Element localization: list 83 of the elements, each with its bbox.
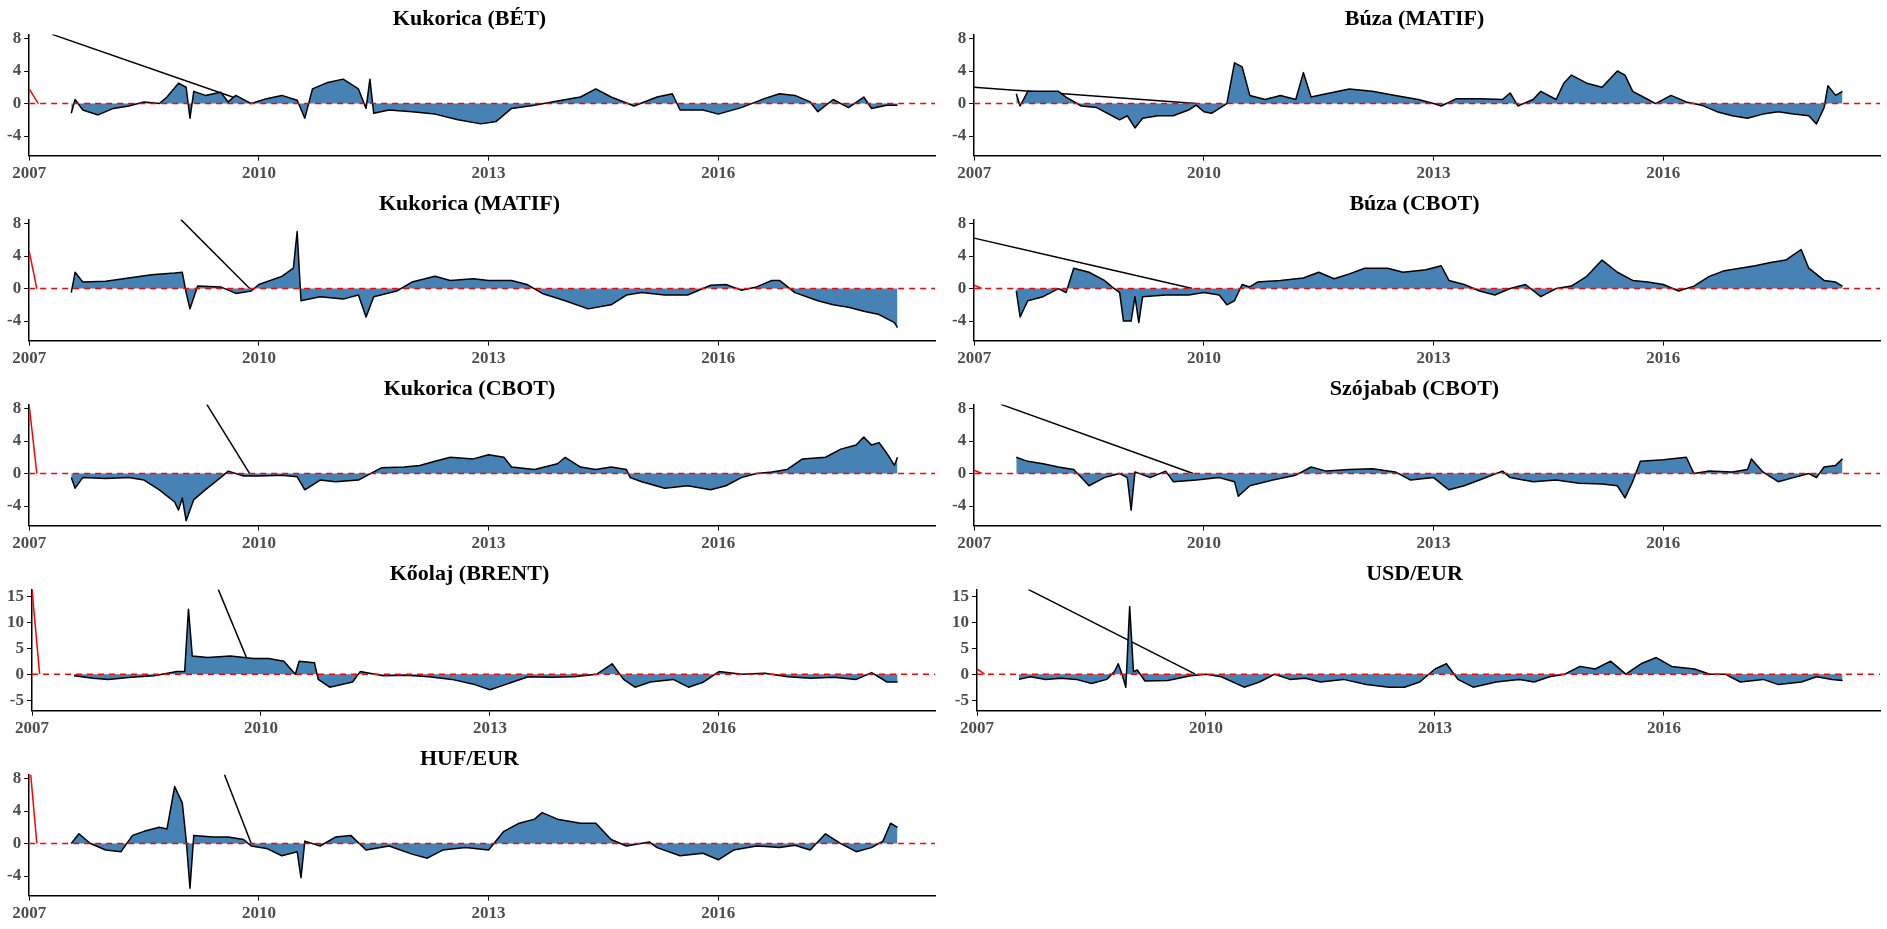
chart-title: Kukorica (CBOT) bbox=[383, 374, 556, 400]
x-tick-label: 2010 bbox=[241, 163, 276, 183]
chart-title: HUF/EUR bbox=[420, 744, 521, 770]
y-tick-label: 4 bbox=[957, 245, 967, 265]
y-tick-label: 8 bbox=[957, 212, 967, 232]
y-tick-label: 15 bbox=[952, 585, 969, 605]
x-tick-label: 2016 bbox=[701, 718, 736, 738]
x-tick-label: 2013 bbox=[471, 163, 506, 183]
y-tick-label: -4 bbox=[6, 865, 22, 885]
y-tick-label: -4 bbox=[6, 495, 22, 515]
y-tick-label: 15 bbox=[7, 585, 24, 605]
x-tick-label: 2016 bbox=[1646, 718, 1681, 738]
y-tick-label: 10 bbox=[7, 611, 24, 631]
x-tick-label: 2016 bbox=[1646, 348, 1681, 368]
y-tick-label: 0 bbox=[960, 663, 969, 683]
y-tick-label: 8 bbox=[957, 397, 967, 417]
x-tick-label: 2013 bbox=[471, 533, 506, 553]
x-tick-label: 2007 bbox=[12, 533, 47, 553]
y-tick-label: -4 bbox=[6, 125, 22, 145]
chart-title: USD/EUR bbox=[1366, 559, 1464, 585]
y-tick-label: 8 bbox=[12, 767, 22, 787]
x-tick-label: 2016 bbox=[1646, 163, 1681, 183]
y-tick-label: 4 bbox=[957, 430, 967, 450]
x-tick-label: 2013 bbox=[1416, 163, 1451, 183]
x-tick-label: 2010 bbox=[243, 718, 278, 738]
chart-title: Búza (CBOT) bbox=[1349, 189, 1480, 215]
y-tick-label: 4 bbox=[12, 60, 22, 80]
x-tick-label: 2010 bbox=[1186, 163, 1221, 183]
y-tick-label: -4 bbox=[951, 125, 967, 145]
x-tick-label: 2010 bbox=[1186, 533, 1221, 553]
y-tick-label: 0 bbox=[12, 92, 22, 112]
x-tick-label: 2007 bbox=[12, 903, 47, 923]
x-tick-label: 2007 bbox=[12, 348, 47, 368]
x-tick-label: 2013 bbox=[1416, 348, 1451, 368]
y-tick-label: 8 bbox=[957, 27, 967, 47]
x-tick-label: 2013 bbox=[471, 348, 506, 368]
y-tick-label: 8 bbox=[12, 27, 22, 47]
x-tick-label: 2010 bbox=[1186, 348, 1221, 368]
x-tick-label: 2016 bbox=[701, 533, 736, 553]
y-tick-label: 4 bbox=[12, 800, 22, 820]
y-tick-label: -5 bbox=[954, 689, 969, 709]
y-tick-label: 4 bbox=[12, 245, 22, 265]
x-tick-label: 2013 bbox=[1416, 533, 1451, 553]
x-tick-label: 2016 bbox=[1646, 533, 1681, 553]
y-tick-label: 5 bbox=[15, 637, 24, 657]
y-tick-label: 8 bbox=[12, 212, 22, 232]
x-tick-label: 2016 bbox=[701, 163, 736, 183]
chart-title: Szójabab (CBOT) bbox=[1329, 374, 1500, 400]
x-tick-label: 2013 bbox=[471, 903, 506, 923]
x-tick-label: 2010 bbox=[241, 533, 276, 553]
x-tick-label: 2016 bbox=[701, 348, 736, 368]
y-tick-label: 0 bbox=[957, 277, 967, 297]
chart-title: Kőolaj (BRENT) bbox=[389, 559, 550, 585]
y-tick-label: 0 bbox=[957, 92, 967, 112]
x-tick-label: 2010 bbox=[241, 903, 276, 923]
x-tick-label: 2007 bbox=[15, 718, 50, 738]
y-tick-label: 10 bbox=[952, 611, 969, 631]
x-tick-label: 2007 bbox=[957, 348, 992, 368]
y-tick-label: -5 bbox=[9, 689, 24, 709]
x-tick-label: 2007 bbox=[957, 533, 992, 553]
y-tick-label: -4 bbox=[951, 495, 967, 515]
x-tick-label: 2013 bbox=[472, 718, 507, 738]
y-tick-label: 0 bbox=[15, 663, 24, 683]
y-tick-label: 0 bbox=[12, 277, 22, 297]
x-tick-label: 2010 bbox=[1188, 718, 1223, 738]
y-tick-label: 0 bbox=[957, 462, 967, 482]
y-tick-label: 4 bbox=[12, 430, 22, 450]
y-tick-label: 8 bbox=[12, 397, 22, 417]
chart-title: Kukorica (BÉT) bbox=[392, 4, 547, 30]
x-tick-label: 2007 bbox=[12, 163, 47, 183]
chart-title: Búza (MATIF) bbox=[1344, 4, 1485, 30]
y-tick-label: 4 bbox=[957, 60, 967, 80]
y-tick-label: 0 bbox=[12, 462, 22, 482]
y-tick-label: -4 bbox=[6, 310, 22, 330]
chart-title: Kukorica (MATIF) bbox=[378, 189, 561, 215]
y-tick-label: 0 bbox=[12, 832, 22, 852]
y-tick-label: -4 bbox=[951, 310, 967, 330]
x-tick-label: 2007 bbox=[957, 163, 992, 183]
x-tick-label: 2007 bbox=[960, 718, 995, 738]
y-tick-label: 5 bbox=[960, 637, 969, 657]
x-tick-label: 2013 bbox=[1417, 718, 1452, 738]
x-tick-label: 2010 bbox=[241, 348, 276, 368]
x-tick-label: 2016 bbox=[701, 903, 736, 923]
